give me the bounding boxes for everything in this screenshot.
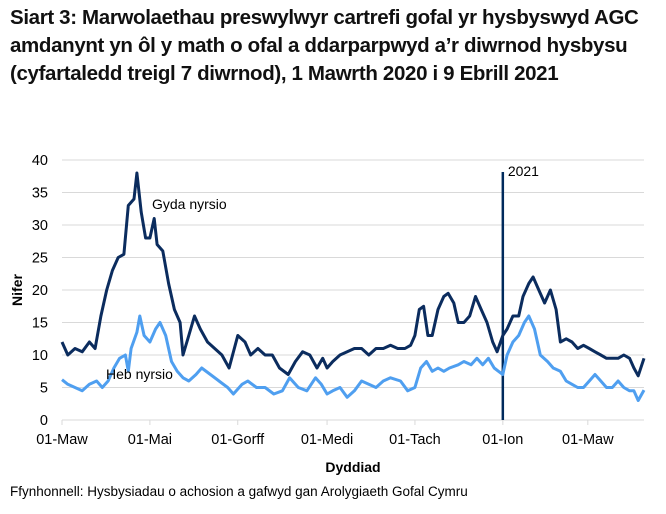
chart-title: Siart 3: Marwolaethau preswylwyr cartref…	[10, 6, 639, 85]
source-note: Ffynhonnell: Hysbysiadau o achosion a ga…	[10, 484, 468, 499]
y-tick-label: 0	[40, 413, 48, 429]
series-label-gyda-nyrsio: Gyda nyrsio	[152, 196, 227, 212]
x-axis-ticks: 01-Maw 01-Mai 01-Gorff 01-Medi 01-Tach 01-Ion…	[36, 420, 614, 448]
y-tick-label: 10	[32, 348, 48, 364]
series-line-heb-nyrsio	[61, 314, 646, 402]
y-tick-label: 5	[40, 381, 48, 397]
y-tick-label: 40	[32, 153, 48, 169]
year-marker: 2021	[501, 163, 539, 420]
y-tick-label: 35	[32, 186, 48, 202]
gridlines	[62, 159, 644, 421]
y-axis-ticks: 0 5 10 15 20 25 30 35 40	[32, 153, 48, 429]
x-tick-label: 01-Maw	[36, 432, 88, 448]
x-tick-label: 01-Mai	[128, 432, 172, 448]
x-axis-label: Dyddiad	[325, 459, 380, 475]
y-tick-label: 25	[32, 251, 48, 267]
series-line-gyda-nyrsio	[60, 171, 646, 378]
x-tick-label: 01-Tach	[389, 432, 441, 448]
vertical-line-label: 2021	[508, 163, 539, 179]
x-tick-label: 01-Gorff	[211, 432, 265, 448]
series-label-heb-nyrsio: Heb nyrsio	[106, 366, 173, 382]
x-tick-label: 01-Medi	[301, 432, 353, 448]
y-axis-label: Nifer	[9, 274, 25, 306]
y-tick-label: 30	[32, 218, 48, 234]
series-lines	[60, 171, 646, 402]
y-tick-label: 15	[32, 316, 48, 332]
x-tick-label: 01-Maw	[562, 432, 614, 448]
y-tick-label: 20	[32, 283, 48, 299]
x-tick-label: 01-Ion	[482, 432, 523, 448]
